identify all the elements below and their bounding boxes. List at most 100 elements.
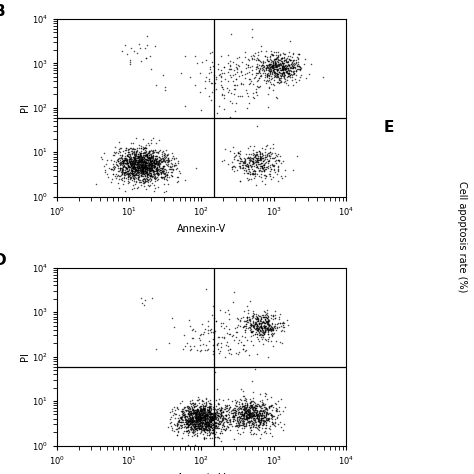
Point	[145, 165, 152, 173]
Point	[224, 306, 232, 314]
Point	[279, 326, 286, 334]
Point	[193, 417, 201, 424]
Point	[265, 62, 273, 69]
Point	[221, 427, 228, 434]
Point	[164, 154, 172, 162]
Point	[276, 64, 284, 72]
Point	[155, 162, 163, 169]
Point	[221, 75, 228, 83]
Point	[156, 166, 164, 174]
Point	[189, 410, 196, 418]
Point	[152, 155, 159, 163]
Point	[267, 411, 274, 419]
Point	[114, 164, 121, 172]
Point	[127, 58, 134, 65]
Point	[139, 163, 147, 171]
Point	[144, 175, 151, 183]
Point	[237, 410, 245, 418]
Point	[127, 155, 135, 163]
Point	[245, 410, 252, 418]
Point	[139, 169, 146, 176]
Point	[129, 169, 137, 176]
Point	[196, 424, 204, 432]
Point	[115, 168, 123, 175]
Point	[286, 52, 293, 60]
Point	[253, 409, 261, 416]
Point	[271, 312, 279, 319]
Point	[202, 419, 210, 427]
Point	[261, 314, 268, 321]
Point	[190, 402, 198, 410]
Point	[267, 411, 274, 419]
Point	[296, 65, 303, 73]
Point	[194, 416, 202, 423]
Point	[196, 419, 204, 426]
Point	[243, 414, 251, 421]
Point	[210, 426, 218, 434]
Point	[150, 148, 157, 156]
Point	[253, 162, 261, 170]
Point	[240, 403, 247, 411]
Point	[238, 410, 246, 418]
Point	[169, 154, 176, 162]
Point	[146, 160, 154, 168]
Point	[261, 392, 269, 400]
Point	[141, 156, 148, 164]
Point	[259, 163, 266, 171]
Point	[289, 58, 296, 66]
Point	[206, 414, 214, 421]
Point	[148, 152, 155, 160]
Point	[154, 149, 161, 157]
Point	[167, 413, 174, 420]
Point	[188, 419, 195, 426]
Point	[232, 407, 239, 414]
Point	[209, 425, 217, 432]
Point	[139, 164, 147, 172]
Point	[151, 174, 159, 182]
Point	[256, 418, 264, 426]
Point	[207, 423, 215, 430]
Point	[138, 157, 146, 164]
Point	[156, 164, 164, 172]
Point	[252, 430, 260, 438]
Point	[121, 187, 128, 194]
Point	[270, 323, 277, 330]
Point	[278, 69, 285, 77]
Point	[207, 417, 215, 425]
Point	[224, 418, 231, 426]
Point	[245, 412, 253, 420]
Point	[286, 56, 294, 64]
Point	[257, 47, 265, 55]
Point	[183, 413, 191, 420]
Point	[249, 94, 257, 101]
Point	[158, 165, 166, 173]
Point	[266, 429, 274, 437]
Point	[247, 418, 255, 425]
Point	[217, 427, 225, 435]
Point	[136, 178, 144, 185]
Point	[123, 160, 131, 167]
Point	[224, 418, 232, 426]
Point	[202, 423, 210, 431]
Point	[176, 413, 184, 421]
Point	[258, 164, 266, 172]
Point	[270, 323, 278, 330]
Point	[206, 63, 214, 71]
Point	[245, 169, 252, 176]
Point	[279, 73, 287, 80]
Point	[265, 333, 273, 340]
Point	[127, 45, 135, 52]
Point	[278, 55, 285, 62]
Point	[195, 415, 202, 423]
Point	[225, 401, 233, 409]
Point	[153, 169, 161, 177]
Point	[142, 157, 149, 165]
Point	[187, 415, 194, 422]
Point	[125, 158, 133, 165]
Point	[290, 62, 297, 70]
Point	[251, 170, 259, 178]
Point	[176, 423, 183, 431]
Point	[185, 414, 192, 421]
Point	[117, 172, 125, 179]
Point	[273, 63, 280, 71]
